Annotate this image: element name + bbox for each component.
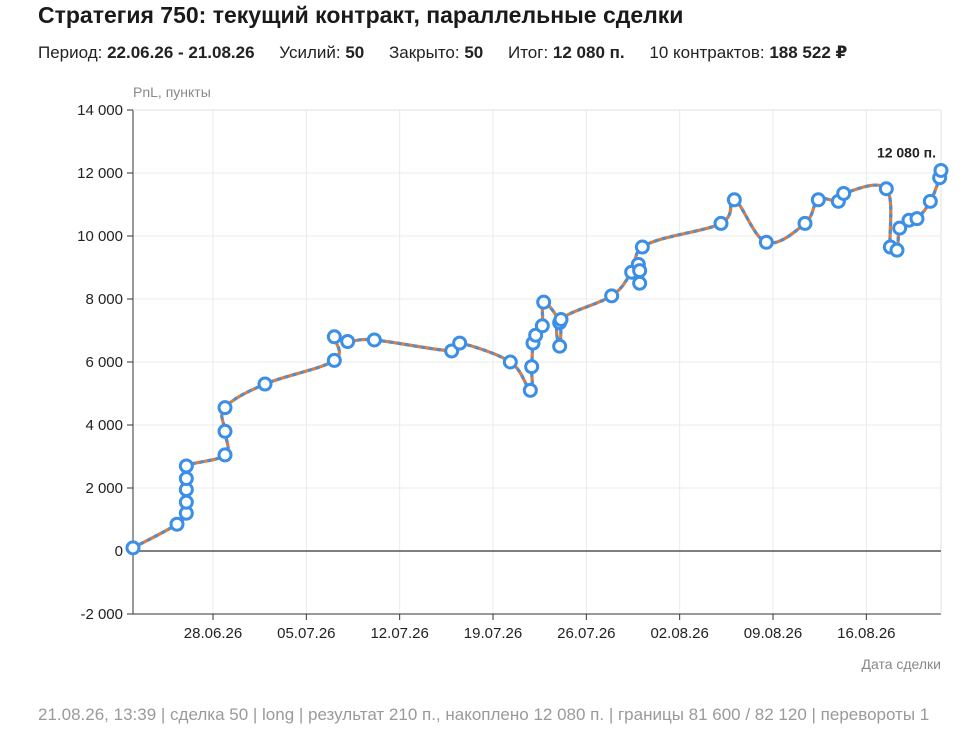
y-tick-label: 2 000 [85, 480, 123, 497]
status-footer: 21.08.26, 13:39 | сделка 50 | long | рез… [38, 705, 930, 724]
x-tick-label: 09.08.26 [744, 625, 802, 642]
efforts-value: 50 [345, 43, 365, 62]
y-tick-label: 0 [115, 543, 123, 560]
data-point [922, 193, 938, 209]
last-value-label: 12 080 п. [877, 144, 936, 160]
data-point [326, 329, 342, 345]
x-tick-label: 02.08.26 [650, 625, 708, 642]
page-title: Стратегия 750: текущий контракт, паралле… [38, 2, 684, 28]
data-point [452, 335, 468, 351]
data-point [536, 294, 552, 310]
total-label: Итог: [507, 43, 549, 62]
data-point [502, 354, 518, 370]
total-stat: Итог: 12 080 п. [508, 43, 629, 62]
data-point [524, 359, 540, 375]
data-point [257, 376, 273, 392]
data-point [892, 220, 908, 236]
y-axis-label: PnL, пункты [133, 84, 211, 100]
data-point [878, 181, 894, 197]
data-point [933, 162, 949, 178]
data-point [713, 215, 729, 231]
period-stat: Период: 22.06.26 - 21.08.26 [38, 43, 259, 62]
x-tick-label: 12.07.26 [370, 625, 428, 642]
data-point [909, 211, 925, 227]
data-point [217, 447, 233, 463]
data-point [217, 423, 233, 439]
y-tick-label: 8 000 [85, 291, 123, 308]
contracts-label: 10 контрактов: [649, 43, 765, 62]
contracts-value: 188 522 ₽ [769, 43, 848, 62]
data-point [836, 185, 852, 201]
x-tick-label: 28.06.26 [184, 625, 242, 642]
contracts-stat: 10 контрактов: 188 522 ₽ [649, 43, 847, 62]
data-point [178, 458, 194, 474]
x-axis-label: Дата сделки [862, 656, 942, 672]
data-point [553, 311, 569, 327]
y-tick-label: 6 000 [85, 354, 123, 371]
data-point [758, 234, 774, 250]
data-point [534, 318, 550, 334]
efforts-stat: Усилий: 50 [279, 43, 369, 62]
y-tick-label: 10 000 [77, 228, 123, 245]
data-point [604, 288, 620, 304]
data-point [810, 192, 826, 208]
closed-label: Закрыто: [388, 43, 460, 62]
x-tick-label: 26.07.26 [557, 625, 615, 642]
x-tick-label: 19.07.26 [464, 625, 522, 642]
pnl-line-base [132, 170, 943, 550]
x-tick-label: 16.08.26 [837, 625, 895, 642]
data-point [632, 263, 648, 279]
data-point [217, 400, 233, 416]
data-point [366, 332, 382, 348]
total-value: 12 080 п. [552, 43, 625, 62]
data-point [797, 215, 813, 231]
data-point [522, 382, 538, 398]
closed-stat: Закрыто: 50 [389, 43, 488, 62]
efforts-label: Усилий: [279, 43, 341, 62]
data-point [634, 239, 650, 255]
data-point [178, 494, 194, 510]
data-point [125, 540, 141, 556]
period-label: Период: [38, 43, 103, 62]
data-point [726, 192, 742, 208]
data-point [169, 516, 185, 532]
pnl-line-dash [132, 170, 943, 550]
stats-bar: Период: 22.06.26 - 21.08.26 Усилий: 50 З… [38, 43, 867, 63]
period-value: 22.06.26 - 21.08.26 [107, 43, 255, 62]
y-tick-label: 14 000 [77, 102, 123, 119]
x-tick-label: 05.07.26 [277, 625, 335, 642]
data-point [552, 338, 568, 354]
data-point [340, 334, 356, 350]
data-point [632, 275, 648, 291]
data-point [326, 352, 342, 368]
y-tick-label: 12 000 [77, 165, 123, 182]
y-tick-label: -2 000 [80, 606, 123, 623]
y-tick-label: 4 000 [85, 417, 123, 434]
data-point [178, 471, 194, 487]
data-point [889, 242, 905, 258]
closed-value: 50 [464, 43, 484, 62]
